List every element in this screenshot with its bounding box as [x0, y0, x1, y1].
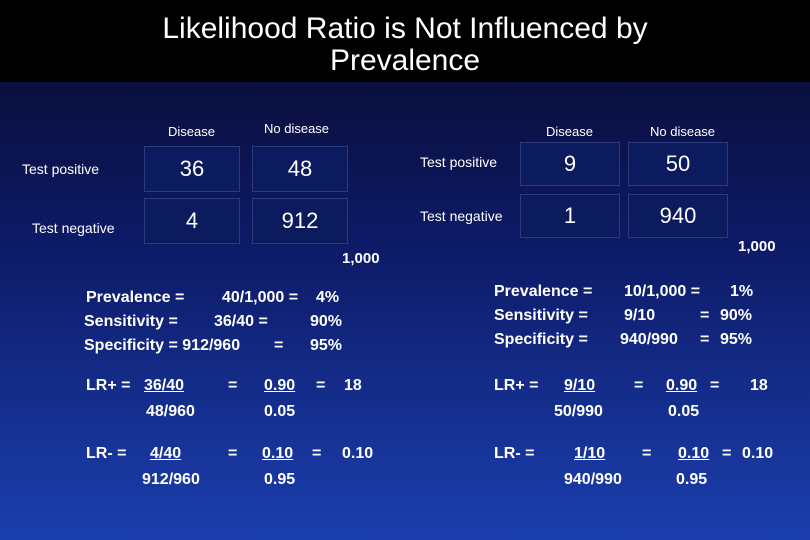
right-total: 1,000: [738, 238, 776, 255]
right-specificity-label: Specificity =: [494, 331, 588, 348]
left-prevalence-label: Prevalence =: [86, 289, 185, 306]
left-sensitivity-calc: 36/40 =: [214, 313, 268, 330]
right-sensitivity-calc: 9/10: [624, 307, 656, 324]
right-lrplus-result: 18: [750, 377, 768, 394]
right-sensitivity-label: Sensitivity =: [494, 307, 588, 324]
left-row-test-negative: Test negative: [32, 220, 115, 236]
right-lrminus-den: 940/990: [564, 471, 622, 488]
slide-title-line1: Likelihood Ratio is Not Influenced by: [162, 12, 648, 45]
right-lrminus-num: 1/10: [574, 445, 606, 462]
left-lrminus-result: 0.10: [342, 445, 374, 462]
left-lrplus-eq1: =: [228, 377, 238, 394]
left-specificity-value: 95%: [310, 337, 343, 354]
right-specificity-value: 95%: [720, 331, 753, 348]
right-prevalence-label: Prevalence =: [494, 283, 593, 300]
left-lrplus-num: 36/40: [144, 377, 185, 394]
right-lrplus-den: 50/990: [554, 403, 603, 420]
left-lrminus-den2: 0.95: [264, 471, 296, 488]
right-row-test-negative: Test negative: [420, 208, 503, 224]
right-row-test-positive: Test positive: [420, 154, 498, 170]
right-lrminus-num2: 0.10: [678, 445, 710, 462]
right-header-disease: Disease: [546, 124, 593, 139]
left-lrplus-num2: 0.90: [264, 377, 296, 394]
left-cell-tn: 912: [252, 198, 348, 244]
right-lrplus-eq1: =: [634, 377, 644, 394]
left-header-no-disease: No disease: [264, 121, 330, 136]
right-lrminus-eq1: =: [642, 445, 652, 462]
left-prevalence-calc: 40/1,000 =: [222, 289, 299, 306]
left-lrplus-den2: 0.05: [264, 403, 296, 420]
right-sensitivity-value: 90%: [720, 307, 753, 324]
right-cell-tn: 940: [628, 194, 728, 238]
left-lrminus-label: LR- =: [86, 445, 127, 462]
left-sensitivity-label: Sensitivity =: [84, 313, 178, 330]
left-cell-tp: 36: [144, 146, 240, 192]
left-lrminus-den: 912/960: [142, 471, 200, 488]
right-lrplus-num: 9/10: [564, 377, 596, 394]
right-specificity-eq: =: [700, 331, 710, 348]
left-header-disease: Disease: [168, 124, 215, 139]
left-specificity-label: Specificity = 912/960: [84, 337, 241, 354]
left-lrminus-eq2: =: [312, 445, 322, 462]
left-specificity-eq: =: [274, 337, 284, 354]
left-lrminus-eq1: =: [228, 445, 238, 462]
right-lrplus-den2: 0.05: [668, 403, 700, 420]
right-lrminus-result: 0.10: [742, 445, 774, 462]
right-lrplus-label: LR+ =: [494, 377, 539, 394]
title-bar: [0, 0, 810, 82]
right-specificity-calc: 940/990: [620, 331, 678, 348]
slide-title-line2: Prevalence: [329, 44, 481, 77]
right-cell-fn: 1: [520, 194, 620, 238]
left-cell-fp: 48: [252, 146, 348, 192]
right-lrplus-eq2: =: [710, 377, 720, 394]
left-total: 1,000: [342, 250, 380, 267]
left-lrplus-label: LR+ =: [86, 377, 131, 394]
right-prevalence-calc: 10/1,000 =: [624, 283, 701, 300]
left-cell-fn: 4: [144, 198, 240, 244]
right-header-no-disease: No disease: [650, 124, 716, 139]
right-cell-fp: 50: [628, 142, 728, 186]
right-lrminus-den2: 0.95: [676, 471, 708, 488]
left-row-test-positive: Test positive: [22, 161, 100, 177]
right-prevalence-value: 1%: [730, 283, 754, 300]
left-lrplus-eq2: =: [316, 377, 326, 394]
right-lrplus-num2: 0.90: [666, 377, 698, 394]
right-lrminus-label: LR- =: [494, 445, 535, 462]
right-sensitivity-eq: =: [700, 307, 710, 324]
left-prevalence-value: 4%: [316, 289, 340, 306]
left-sensitivity-value: 90%: [310, 313, 343, 330]
right-cell-tp: 9: [520, 142, 620, 186]
left-lrplus-den: 48/960: [146, 403, 195, 420]
right-lrminus-eq2: =: [722, 445, 732, 462]
left-lrplus-result: 18: [344, 377, 362, 394]
left-lrminus-num2: 0.10: [262, 445, 294, 462]
left-lrminus-num: 4/40: [150, 445, 182, 462]
